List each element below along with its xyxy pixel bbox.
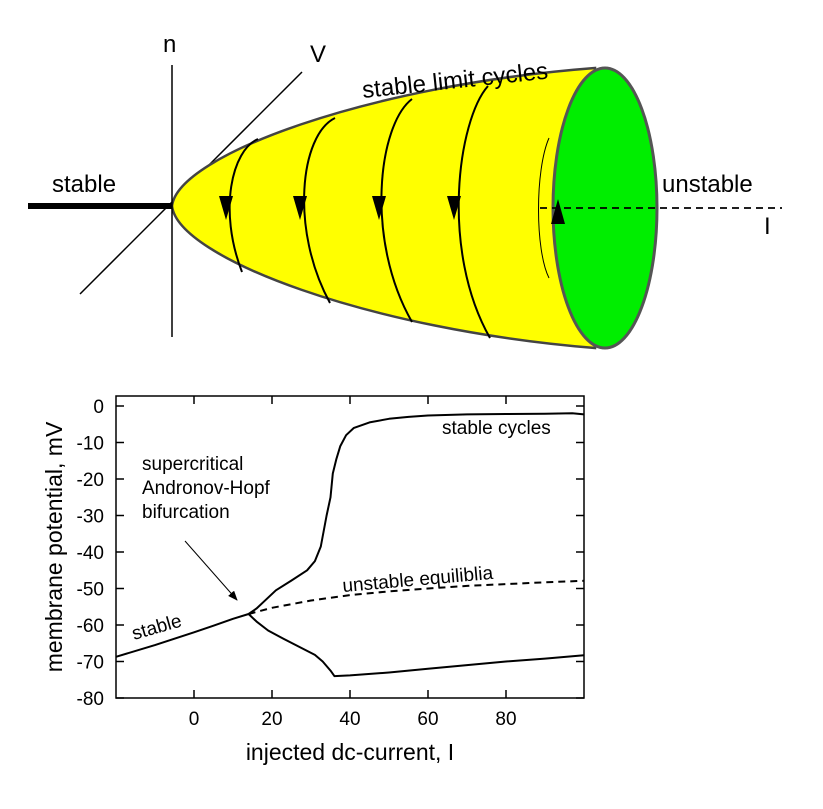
- series-line-0: [115, 613, 249, 658]
- cone-diagram: n V stable unstable I stable limit cycle…: [28, 31, 782, 350]
- v-axis-label: V: [310, 41, 326, 68]
- orbit-curve-1: [228, 138, 259, 273]
- x-tick-label: 0: [189, 709, 200, 730]
- x-tick-label: 40: [339, 709, 360, 730]
- unstable-equilibria-annotation: unstable equiliblia: [342, 563, 495, 597]
- y-tick-label: -50: [77, 580, 104, 601]
- cap-orbit-arrow: [551, 199, 565, 224]
- series-line-2: [248, 412, 585, 615]
- y-tick-label: -80: [77, 689, 104, 710]
- bifurcation-chart: 0 20 40 60 80 0 -10 -20 -30 -40 -50 -60 -70 -80 stab…: [41, 395, 585, 765]
- y-axis-label: membrane potential, mV: [41, 421, 67, 672]
- series-line-1: [248, 579, 585, 615]
- orbit-arrow-4: [447, 196, 461, 220]
- y-tick-label: -20: [77, 470, 104, 491]
- y-tick-label: -60: [77, 616, 104, 637]
- series-line-3: [247, 613, 585, 678]
- stable-label: stable: [52, 171, 116, 198]
- cap-orbit: [538, 137, 550, 279]
- bifurcation-pointer-arrow: [184, 540, 238, 601]
- y-tick-label: 0: [93, 397, 104, 418]
- limit-cycle-cone: [170, 66, 597, 350]
- unstable-label: unstable: [662, 171, 753, 198]
- x-ticks: 0 20 40 60 80: [189, 396, 517, 730]
- orbit-curves: [228, 85, 491, 339]
- orbit-arrowheads: [219, 196, 461, 220]
- stable-cycles-annotation: stable cycles: [442, 418, 551, 439]
- orbit-curve-2: [303, 117, 336, 304]
- y-tick-label: -40: [77, 543, 104, 564]
- orbit-arrow-1: [219, 196, 233, 220]
- x-tick-label: 20: [261, 709, 282, 730]
- series-lines: [115, 412, 585, 678]
- orbit-arrow-2: [293, 196, 307, 220]
- stable-annotation: stable: [130, 611, 185, 645]
- bifurcation-annotation-line-3: bifurcation: [142, 502, 230, 523]
- orbit-arrow-3: [372, 196, 386, 220]
- x-tick-label: 80: [495, 709, 516, 730]
- y-tick-label: -30: [77, 507, 104, 528]
- bifurcation-annotation-line-2: Andronov-Hopf: [142, 478, 271, 499]
- i-axis-label: I: [764, 213, 771, 240]
- x-axis-label: injected dc-current, I: [246, 739, 454, 765]
- orbit-curve-4: [457, 85, 491, 339]
- y-tick-label: -10: [77, 434, 104, 455]
- bifurcation-annotation-line-1: supercritical: [142, 454, 243, 475]
- orbit-curve-3: [380, 98, 413, 323]
- x-tick-label: 60: [417, 709, 438, 730]
- y-ticks: 0 -10 -20 -30 -40 -50 -60 -70 -80: [77, 397, 584, 710]
- n-axis-label: n: [163, 31, 176, 58]
- y-tick-label: -70: [77, 653, 104, 674]
- plot-frame: [115, 395, 585, 699]
